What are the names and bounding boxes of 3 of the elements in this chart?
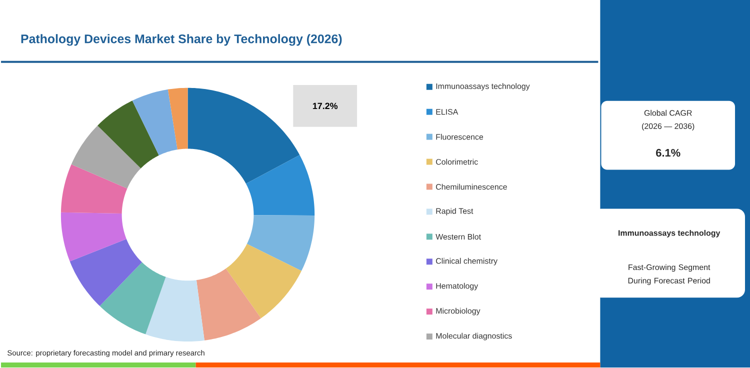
data-label: 17.2% <box>312 103 338 110</box>
text: 6.1% <box>656 149 680 157</box>
chart-title: Pathology Devices Market Share by Technology (2026) <box>21 34 342 46</box>
